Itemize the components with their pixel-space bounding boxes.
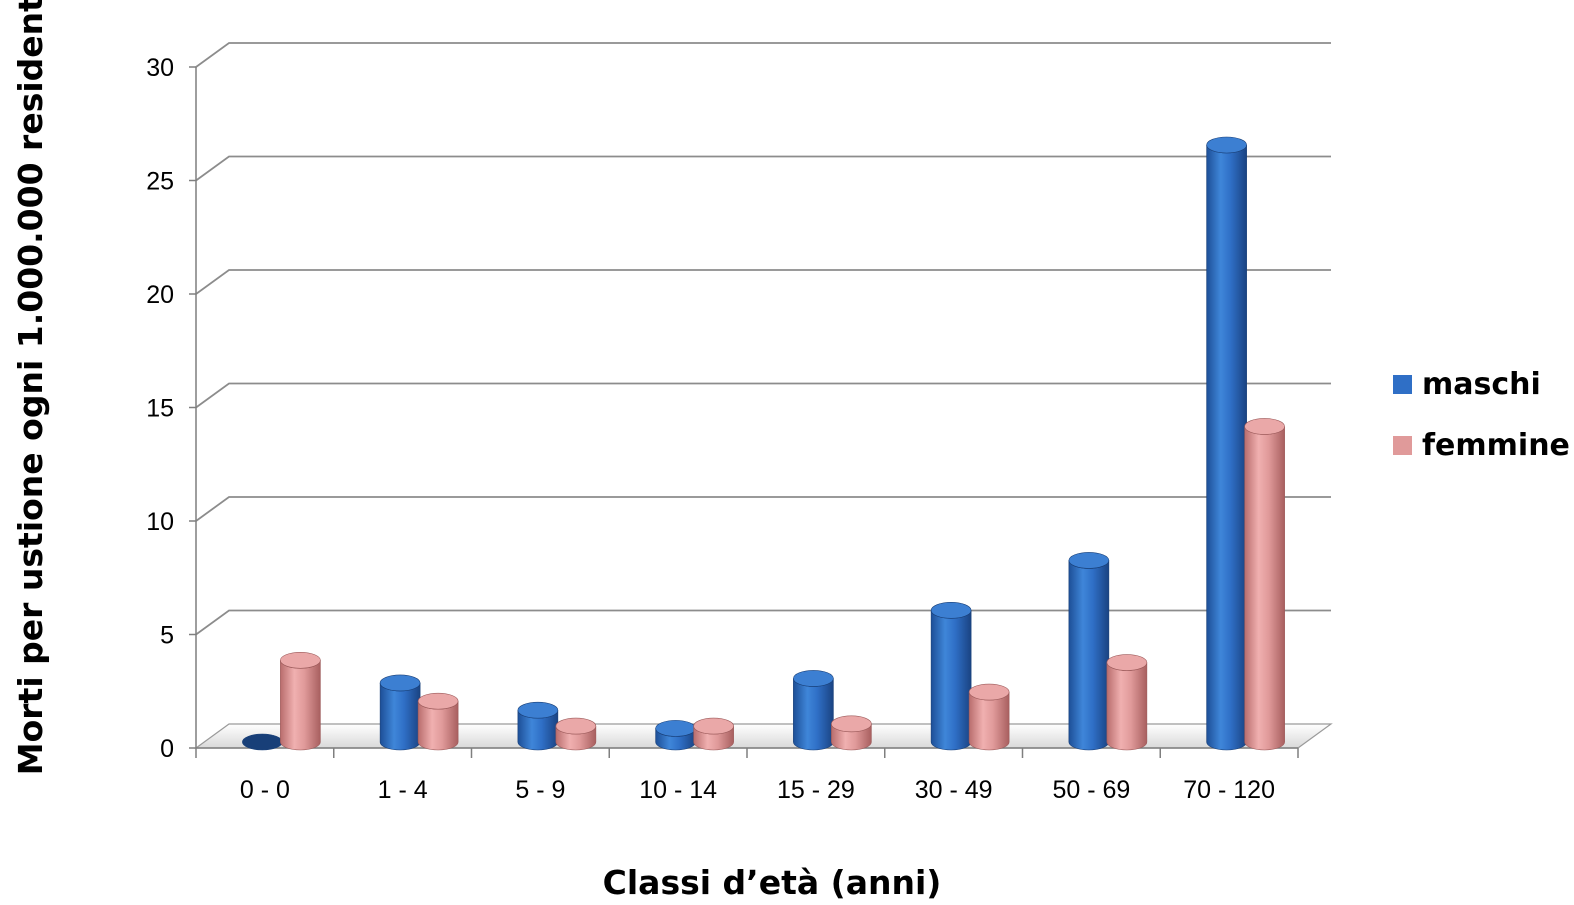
x-tick-label: 30 - 49	[915, 776, 993, 804]
gridline	[195, 42, 1331, 68]
bar-maschi	[517, 701, 559, 751]
y-axis-title: Morti per ustione ogni 1.000.000 residen…	[11, 0, 50, 775]
x-tick-label: 10 - 14	[639, 776, 717, 804]
y-tick-label: 20	[146, 281, 174, 309]
y-tick-label: 10	[146, 508, 174, 536]
bar-femmine	[1106, 654, 1148, 751]
y-tick-label: 25	[146, 168, 174, 196]
bar-maschi	[1206, 136, 1247, 751]
axes	[189, 66, 1299, 758]
x-tick-labels: 0 - 0 1 - 4 5 - 9 10 - 14 15 - 29 30 - 49 50 -…	[240, 776, 1275, 804]
x-tick-label: 70 - 120	[1183, 776, 1275, 804]
legend-swatch-maschi	[1393, 375, 1412, 394]
legend-label-maschi: maschi	[1422, 367, 1541, 402]
bar-maschi	[930, 602, 972, 751]
x-tick-label: 50 - 69	[1052, 776, 1130, 804]
bar-maschi	[379, 674, 421, 751]
bar-femmine	[1244, 418, 1285, 751]
x-tick-label: 1 - 4	[378, 776, 428, 804]
bar-maschi	[242, 733, 283, 751]
legend-swatch-femmine	[1393, 436, 1412, 455]
bar-femmine	[280, 651, 321, 751]
bars	[242, 136, 1285, 751]
bar-femmine	[417, 692, 459, 751]
x-axis-title: Classi d’età (anni)	[603, 863, 942, 902]
x-tick-label: 5 - 9	[515, 776, 565, 804]
bar-maschi	[793, 670, 834, 751]
gridline	[195, 496, 1331, 522]
y-tick-label: 5	[160, 622, 174, 650]
x-tick-label: 15 - 29	[777, 776, 855, 804]
gridline	[195, 155, 1331, 182]
gridline	[195, 382, 1331, 409]
legend-label-femmine: femmine	[1422, 428, 1570, 463]
bar-maschi	[655, 720, 696, 751]
bar-femmine	[693, 717, 734, 751]
chart-floor	[194, 723, 1333, 749]
bar-femmine	[831, 715, 872, 751]
bar-maschi	[1068, 552, 1110, 751]
x-tick-label: 0 - 0	[240, 776, 290, 804]
y-tick-labels: 0 5 10 15 20 25 30	[146, 54, 174, 763]
y-tick-label: 0	[160, 735, 174, 763]
y-tick-label: 15	[146, 395, 174, 423]
legend: maschi femmine	[1393, 367, 1570, 463]
gridline	[195, 269, 1331, 295]
y-tick-label: 30	[146, 54, 174, 82]
gridline	[195, 609, 1331, 636]
bar-femmine	[555, 717, 597, 751]
bar-femmine	[968, 683, 1010, 751]
gridlines	[194, 42, 1333, 749]
